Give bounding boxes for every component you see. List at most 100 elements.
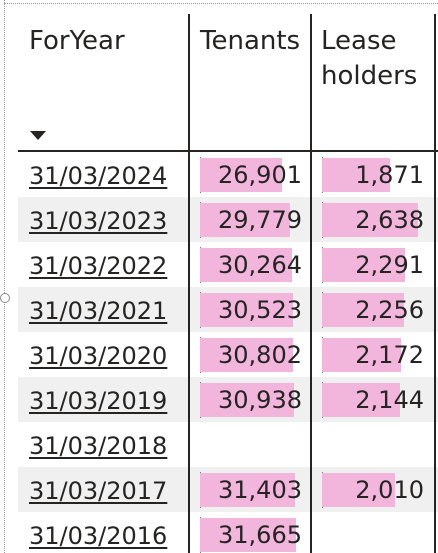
column-divider xyxy=(188,422,190,467)
cell-tenants: 29,779 xyxy=(200,197,302,242)
data-bar xyxy=(200,473,295,507)
table-row[interactable]: 31/03/2016 31,665 xyxy=(18,512,438,553)
date-link[interactable]: 31/03/2024 xyxy=(29,162,168,190)
column-divider xyxy=(434,152,436,197)
column-header-foryear[interactable]: ForYear xyxy=(18,14,188,150)
column-header-tenants[interactable]: Tenants xyxy=(190,14,310,150)
column-header-label: ForYear xyxy=(29,26,125,56)
cell-tenants: 30,938 xyxy=(200,377,302,422)
cell-tenants: 31,403 xyxy=(200,467,302,512)
date-link[interactable]: 31/03/2021 xyxy=(29,297,168,325)
date-link[interactable]: 31/03/2023 xyxy=(29,207,168,235)
cell-date: 31/03/2023 xyxy=(18,197,188,242)
cell-tenants: 26,901 xyxy=(200,152,302,197)
cell-tenants: 30,802 xyxy=(200,332,302,377)
column-divider[interactable] xyxy=(310,14,312,150)
cell-leaseholders xyxy=(322,512,424,553)
column-header-label: Tenants xyxy=(200,26,301,56)
column-divider xyxy=(434,287,436,332)
table-row[interactable]: 31/03/2024 26,901 1,871 xyxy=(18,152,438,197)
cell-value: 2,291 xyxy=(355,251,424,279)
table-header: ForYear Tenants Lease holders xyxy=(18,14,438,152)
resize-handle[interactable] xyxy=(0,293,10,303)
cell-date: 31/03/2017 xyxy=(18,467,188,512)
selection-border-left xyxy=(4,0,5,553)
data-bar xyxy=(200,518,296,552)
date-link[interactable]: 31/03/2022 xyxy=(29,252,168,280)
column-divider xyxy=(434,197,436,242)
column-divider xyxy=(310,197,312,242)
cell-value: 2,010 xyxy=(355,476,424,504)
cell-leaseholders: 1,871 xyxy=(322,152,424,197)
table-row[interactable]: 31/03/2023 29,779 2,638 xyxy=(18,197,438,242)
cell-date: 31/03/2024 xyxy=(18,152,188,197)
cell-value: 31,403 xyxy=(218,476,302,504)
column-divider xyxy=(188,512,190,553)
data-bar xyxy=(200,203,290,237)
cell-value: 2,144 xyxy=(355,386,424,414)
column-divider xyxy=(434,242,436,287)
table-row[interactable]: 31/03/2021 30,523 2,256 xyxy=(18,287,438,332)
cell-leaseholders: 2,291 xyxy=(322,242,424,287)
cell-tenants: 31,665 xyxy=(200,512,302,553)
cell-tenants: 30,264 xyxy=(200,242,302,287)
date-link[interactable]: 31/03/2017 xyxy=(29,477,168,505)
sort-descending-icon[interactable] xyxy=(30,131,46,140)
column-divider[interactable] xyxy=(434,14,436,150)
column-divider xyxy=(310,422,312,467)
data-bar xyxy=(322,203,418,237)
column-divider[interactable] xyxy=(188,14,190,150)
cell-leaseholders: 2,638 xyxy=(322,197,424,242)
data-bar xyxy=(200,293,293,327)
cell-leaseholders xyxy=(322,422,424,467)
date-link[interactable]: 31/03/2018 xyxy=(29,432,168,460)
column-divider xyxy=(188,242,190,287)
cell-leaseholders: 2,172 xyxy=(322,332,424,377)
cell-value: 30,523 xyxy=(218,296,302,324)
table-row[interactable]: 31/03/2018 xyxy=(18,422,438,467)
table-row[interactable]: 31/03/2019 30,938 2,144 xyxy=(18,377,438,422)
date-link[interactable]: 31/03/2016 xyxy=(29,522,168,550)
column-divider xyxy=(188,467,190,512)
cell-value: 30,938 xyxy=(218,386,302,414)
cell-value: 1,871 xyxy=(355,161,424,189)
cell-date: 31/03/2019 xyxy=(18,377,188,422)
cell-value: 31,665 xyxy=(218,521,302,549)
column-divider xyxy=(310,152,312,197)
data-bar xyxy=(322,338,401,372)
column-divider xyxy=(434,512,436,553)
column-divider xyxy=(188,332,190,377)
cell-date: 31/03/2016 xyxy=(18,512,188,553)
column-divider xyxy=(434,377,436,422)
table-row[interactable]: 31/03/2020 30,802 2,172 xyxy=(18,332,438,377)
cell-value: 2,172 xyxy=(355,341,424,369)
data-bar xyxy=(322,158,390,192)
date-link[interactable]: 31/03/2019 xyxy=(29,387,168,415)
column-divider xyxy=(310,332,312,377)
cell-leaseholders: 2,010 xyxy=(322,467,424,512)
date-link[interactable]: 31/03/2020 xyxy=(29,342,168,370)
column-divider xyxy=(188,152,190,197)
table-row[interactable]: 31/03/2022 30,264 2,291 xyxy=(18,242,438,287)
column-divider xyxy=(434,422,436,467)
data-bar xyxy=(322,293,404,327)
cell-value: 29,779 xyxy=(218,206,302,234)
column-divider xyxy=(188,377,190,422)
table-body: 31/03/2024 26,901 1,871 31/03/2023 29,779 2,6… xyxy=(18,152,438,553)
cell-value: 30,264 xyxy=(218,251,302,279)
cell-date: 31/03/2018 xyxy=(18,422,188,467)
cell-value: 2,638 xyxy=(355,206,424,234)
cell-tenants xyxy=(200,422,302,467)
column-divider xyxy=(188,287,190,332)
column-header-leaseholders[interactable]: Lease holders xyxy=(312,14,438,150)
column-divider xyxy=(434,332,436,377)
data-bar xyxy=(322,473,395,507)
column-divider xyxy=(310,287,312,332)
column-divider xyxy=(310,467,312,512)
selection-border-top xyxy=(4,3,438,4)
data-bar xyxy=(200,383,294,417)
table-row[interactable]: 31/03/2017 31,403 2,010 xyxy=(18,467,438,512)
data-table: ForYear Tenants Lease holders 31/03/2024… xyxy=(18,14,438,553)
cell-date: 31/03/2022 xyxy=(18,242,188,287)
